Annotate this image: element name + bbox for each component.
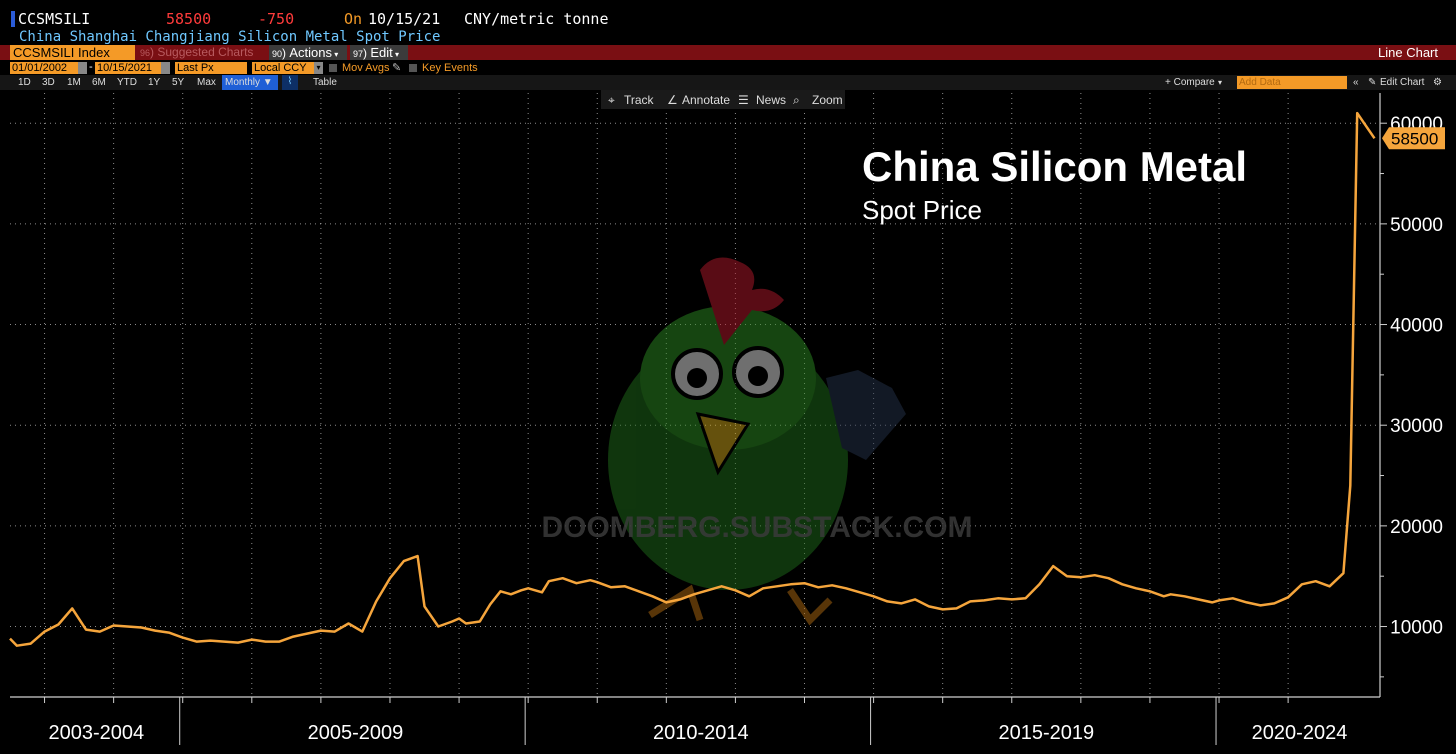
news-icon[interactable]: ☰ bbox=[738, 93, 749, 107]
y-tick-label: 50000 bbox=[1390, 215, 1443, 236]
zoom-button[interactable]: Zoom bbox=[812, 93, 843, 107]
add-data-input[interactable]: Add Data bbox=[1237, 76, 1347, 89]
zoom-icon[interactable]: ⌕ bbox=[793, 93, 800, 107]
last-value-marker: 58500 bbox=[1382, 127, 1445, 150]
series-line bbox=[9, 111, 1376, 647]
mov-avgs-checkbox[interactable] bbox=[329, 64, 337, 72]
news-button[interactable]: News bbox=[756, 93, 787, 107]
index-field[interactable]: CCSMSILI Index bbox=[10, 45, 135, 60]
key-events-checkbox[interactable] bbox=[409, 64, 417, 72]
mascot-head bbox=[640, 306, 816, 450]
track-button[interactable]: Track bbox=[624, 93, 654, 107]
security-name: China Shanghai Changjiang Silicon Metal … bbox=[19, 29, 441, 45]
on-label: On bbox=[344, 10, 363, 28]
chart-type-label: Line Chart bbox=[1378, 45, 1438, 60]
edit-button[interactable]: 97) Edit ▾ bbox=[350, 45, 408, 60]
menu-bar: CCSMSILI Index 96) Suggested Charts 90) … bbox=[0, 45, 1456, 60]
x-period-labels: 2003-2004 2005-2009 2010-2014 2015-2019 2020… bbox=[49, 722, 1348, 744]
edit-chart-pencil-icon[interactable]: ✎ bbox=[1368, 77, 1377, 88]
field-select[interactable]: Last Px bbox=[175, 62, 247, 74]
watermark-text: DOOMBERG.SUBSTACK.COM bbox=[541, 511, 972, 544]
period-bar: 1D 3D 1M 6M YTD 1Y 5Y Max Monthly ▼ ⌇ Ta… bbox=[0, 75, 1456, 90]
y-tick-label: 20000 bbox=[1390, 517, 1443, 538]
y-tick-label: 40000 bbox=[1390, 316, 1443, 337]
y-tick-label: 10000 bbox=[1390, 618, 1443, 639]
index-field-text: CCSMSILI Index bbox=[13, 45, 110, 60]
mascot-feet bbox=[648, 584, 833, 626]
end-date-field[interactable]: 10/15/2021 bbox=[95, 62, 161, 74]
actions-button[interactable]: 90) Actions ▾ bbox=[269, 45, 347, 60]
x-period-label: 2010-2014 bbox=[653, 722, 749, 744]
x-period-label: 2020-2024 bbox=[1252, 722, 1348, 744]
period-5y[interactable]: 5Y bbox=[172, 77, 185, 88]
chart-subtitle: Spot Price bbox=[862, 195, 982, 225]
mascot-comb bbox=[700, 257, 784, 345]
line-chart-icon[interactable]: ⌇ bbox=[282, 75, 298, 90]
period-max[interactable]: Max bbox=[197, 77, 216, 88]
actions-number: 90 bbox=[272, 49, 283, 59]
start-date-calendar-icon[interactable] bbox=[78, 62, 87, 74]
end-date-calendar-icon[interactable] bbox=[161, 62, 170, 74]
edit-chart-button[interactable]: Edit Chart bbox=[1380, 77, 1425, 88]
period-3d[interactable]: 3D bbox=[42, 77, 55, 88]
x-period-label: 2003-2004 bbox=[49, 722, 145, 744]
start-date-field[interactable]: 01/01/2002 bbox=[10, 62, 78, 74]
chart-toolbar: ⌖ Track ∠ Annotate ☰ News ⌕ Zoom bbox=[601, 90, 845, 109]
track-icon[interactable]: ⌖ bbox=[608, 93, 615, 107]
actions-dropdown-icon: ▾ bbox=[332, 50, 339, 59]
price-date: 10/15/21 bbox=[368, 10, 441, 28]
y-tick-label: 30000 bbox=[1390, 416, 1443, 437]
currency-dropdown-icon[interactable]: ▾ bbox=[314, 62, 323, 74]
settings-bar: 01/01/2002 - 10/15/2021 Last Px Local CC… bbox=[0, 61, 1456, 75]
settings-gear-icon[interactable]: ⚙ bbox=[1433, 77, 1442, 88]
key-events-label[interactable]: Key Events bbox=[422, 62, 478, 74]
collapse-icon[interactable]: « bbox=[1353, 77, 1359, 88]
last-price: 58500 bbox=[166, 10, 212, 28]
compare-dropdown-icon[interactable]: ▾ bbox=[1218, 78, 1223, 87]
chart-axes bbox=[10, 93, 1387, 745]
period-6m[interactable]: 6M bbox=[92, 77, 106, 88]
period-1d[interactable]: 1D bbox=[18, 77, 31, 88]
compare-button[interactable]: + Compare bbox=[1165, 77, 1215, 88]
security-marker bbox=[11, 11, 15, 27]
edit-dropdown-icon: ▾ bbox=[392, 50, 400, 59]
period-1m[interactable]: 1M bbox=[67, 77, 81, 88]
x-period-label: 2015-2019 bbox=[998, 722, 1094, 744]
price-unit: CNY/metric tonne bbox=[464, 10, 609, 28]
pencil-icon[interactable]: ✎ bbox=[392, 62, 402, 74]
period-1y[interactable]: 1Y bbox=[148, 77, 161, 88]
currency-select[interactable]: Local CCY bbox=[252, 62, 314, 74]
last-value-arrow bbox=[1382, 127, 1445, 150]
suggested-charts-label: Suggested Charts bbox=[157, 45, 254, 59]
ticker[interactable]: CCSMSILI bbox=[18, 10, 91, 28]
suggested-charts-number: 96 bbox=[140, 48, 151, 58]
security-header: CCSMSILI 58500 -750 On 10/15/21 CNY/metr… bbox=[0, 0, 1456, 30]
actions-label: Actions bbox=[289, 45, 332, 60]
x-period-label: 2005-2009 bbox=[308, 722, 404, 744]
suggested-charts-button[interactable]: 96) Suggested Charts bbox=[140, 45, 266, 60]
last-value-label: 58500 bbox=[1391, 129, 1438, 148]
period-ytd[interactable]: YTD bbox=[117, 77, 137, 88]
mov-avgs-label[interactable]: Mov Avgs bbox=[342, 62, 390, 74]
price-change: -750 bbox=[258, 10, 295, 28]
annotate-button[interactable]: Annotate bbox=[682, 93, 731, 107]
mascot-wing bbox=[826, 370, 906, 460]
table-button[interactable]: Table bbox=[313, 77, 337, 88]
edit-number: 97 bbox=[353, 49, 364, 59]
frequency-dropdown-icon: ▼ bbox=[260, 77, 273, 88]
mascot-beak bbox=[695, 412, 751, 476]
watermark-mascot bbox=[608, 257, 906, 626]
annotate-icon[interactable]: ∠ bbox=[667, 93, 678, 107]
edit-label: Edit bbox=[370, 45, 393, 60]
frequency-select[interactable]: Monthly ▼ bbox=[222, 75, 278, 90]
chart-title: China Silicon Metal bbox=[862, 143, 1247, 190]
